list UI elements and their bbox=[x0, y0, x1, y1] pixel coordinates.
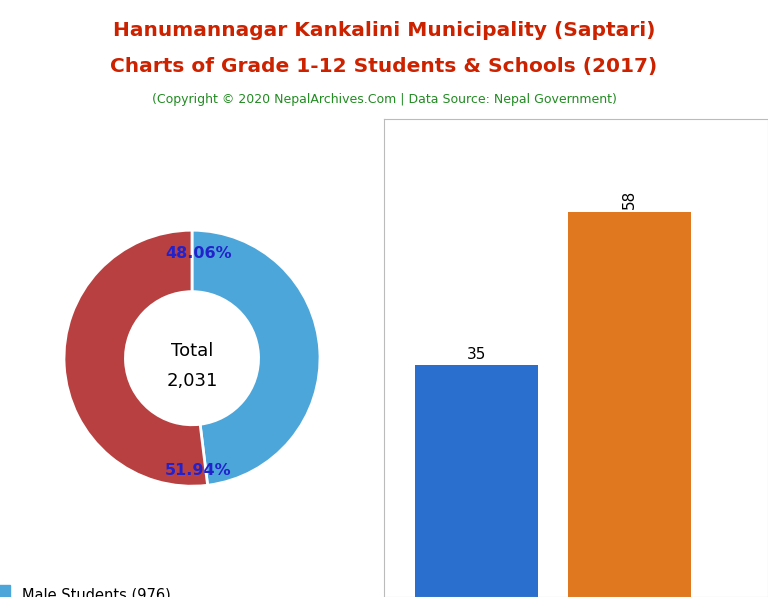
Wedge shape bbox=[64, 230, 207, 486]
Text: Charts of Grade 1-12 Students & Schools (2017): Charts of Grade 1-12 Students & Schools … bbox=[111, 57, 657, 76]
Legend: Male Students (976), Female Students (1,055): Male Students (976), Female Students (1,… bbox=[0, 577, 210, 597]
Text: Hanumannagar Kankalini Municipality (Saptari): Hanumannagar Kankalini Municipality (Sap… bbox=[113, 21, 655, 40]
Wedge shape bbox=[192, 230, 320, 485]
Text: 48.06%: 48.06% bbox=[165, 246, 232, 261]
Text: 35: 35 bbox=[466, 346, 486, 362]
Text: 2,031: 2,031 bbox=[167, 373, 217, 390]
Text: 58: 58 bbox=[622, 190, 637, 209]
Text: 51.94%: 51.94% bbox=[165, 463, 232, 478]
Bar bbox=[415, 365, 538, 597]
Text: (Copyright © 2020 NepalArchives.Com | Data Source: Nepal Government): (Copyright © 2020 NepalArchives.Com | Da… bbox=[151, 93, 617, 106]
Text: Total: Total bbox=[170, 341, 214, 359]
Bar bbox=[568, 213, 691, 597]
